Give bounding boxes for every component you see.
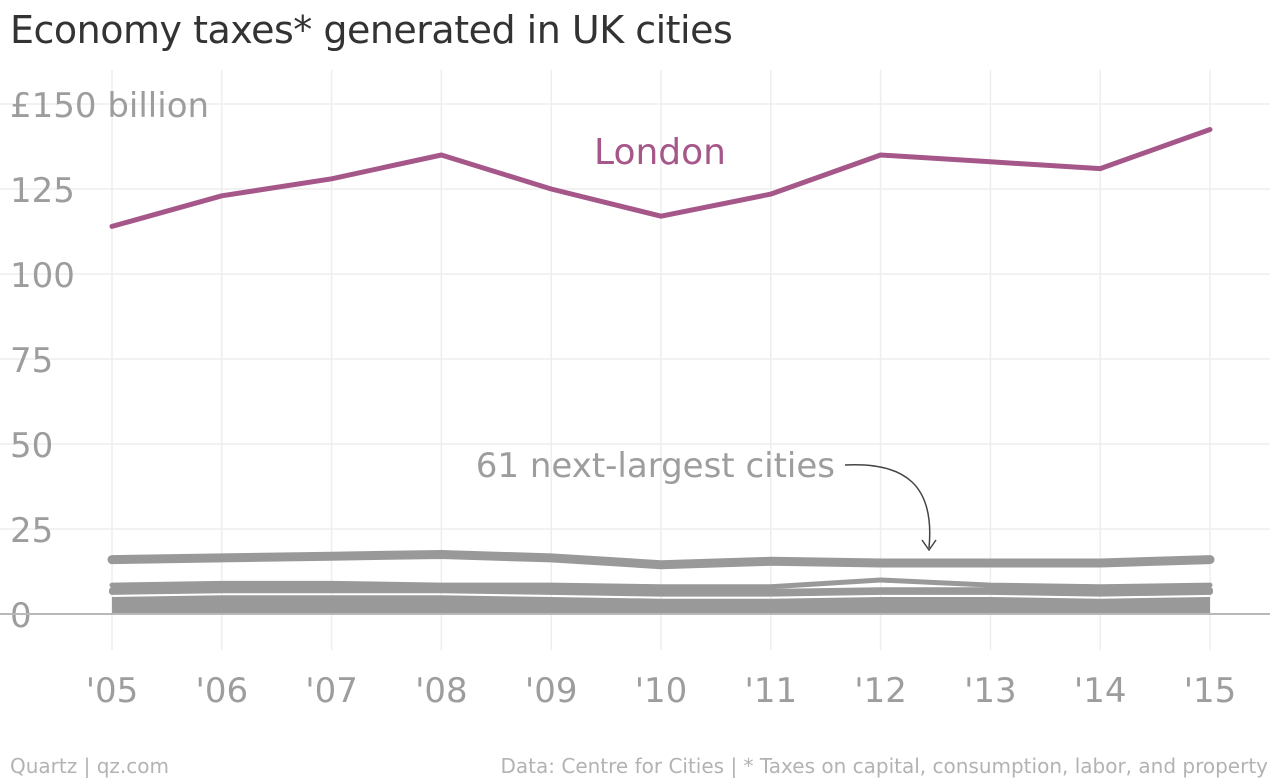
annotations: London 61 next-largest cities <box>476 132 937 552</box>
series-line-city <box>109 587 1213 597</box>
y-tick-label: 25 <box>10 511 53 551</box>
series-line-city <box>109 577 1213 590</box>
small-cities-band <box>112 595 1210 614</box>
x-tick-label: '15 <box>1184 671 1237 711</box>
x-tick-label: '08 <box>415 671 468 711</box>
cities-band-area <box>112 595 1210 614</box>
x-tick-label: '10 <box>635 671 688 711</box>
footer-source: Data: Centre for Cities | * Taxes on cap… <box>500 754 1269 778</box>
x-tick-label: '05 <box>86 671 139 711</box>
x-tick-label: '07 <box>305 671 358 711</box>
cities-label: 61 next-largest cities <box>476 446 835 486</box>
x-tick-label: '11 <box>744 671 797 711</box>
x-tick-label: '09 <box>525 671 578 711</box>
chart-title: Economy taxes* generated in UK cities <box>10 8 733 52</box>
footer-credit: Quartz | qz.com <box>10 754 169 778</box>
grid-lines <box>0 70 1270 650</box>
x-tick-label: '12 <box>854 671 907 711</box>
y-tick-label: £150 billion <box>10 86 209 126</box>
y-tick-label: 100 <box>10 256 75 296</box>
series-lines <box>107 127 1215 597</box>
x-tick-label: '14 <box>1074 671 1127 711</box>
x-axis-ticks: '05 '06 '07 '08 '09 '10 '11 '12 '13 '14 '15 <box>86 671 1237 711</box>
x-tick-label: '13 <box>964 671 1017 711</box>
y-tick-label: 0 <box>10 596 32 636</box>
y-axis-ticks: £150 billion 125 100 75 50 25 0 <box>10 86 209 636</box>
annotation-arrow <box>844 464 931 549</box>
series-line-london <box>109 127 1213 229</box>
y-tick-label: 75 <box>10 341 53 381</box>
y-tick-label: 50 <box>10 426 53 466</box>
arrow-head <box>921 539 937 552</box>
series-line-city <box>107 550 1215 570</box>
x-tick-label: '06 <box>195 671 248 711</box>
london-label: London <box>594 132 726 173</box>
y-tick-label: 125 <box>10 171 75 211</box>
